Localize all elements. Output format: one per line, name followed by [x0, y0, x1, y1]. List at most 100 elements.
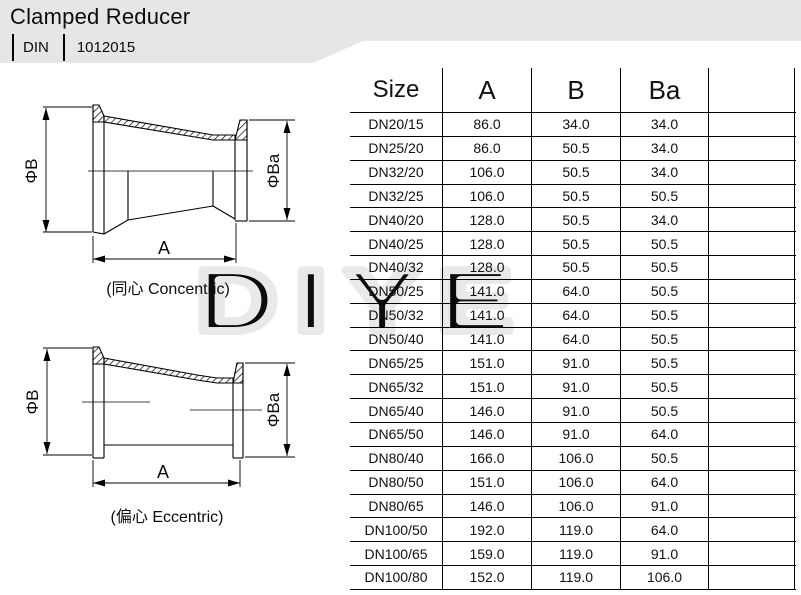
value-cell [708, 232, 795, 256]
flange-lip [232, 362, 244, 384]
value-cell: 50.5 [620, 327, 708, 351]
table-row: DN65/40 146.0 91.0 50.5 [350, 399, 796, 423]
size-cell: DN32/20 [368, 164, 424, 181]
page-title: Clamped Reducer [10, 4, 191, 29]
value-cell: 141.0 [442, 279, 531, 303]
value-cell: 128.0 [442, 208, 531, 232]
size-cell: DN32/25 [368, 187, 424, 204]
flange-lip [92, 104, 105, 123]
value-cell [708, 375, 795, 399]
value-cell: 106.0 [531, 446, 620, 470]
concentric-caption: (同心 Concentric) [106, 280, 230, 298]
value-cell: 64.0 [531, 279, 620, 303]
value-cell: 86.0 [442, 113, 531, 136]
value-cell: 50.5 [620, 303, 708, 327]
flange-lip [92, 346, 105, 365]
value-cell: 91.0 [620, 542, 708, 566]
value-cell: 152.0 [442, 566, 531, 589]
dim-label-b: ΦB [23, 390, 42, 415]
value-cell: 64.0 [620, 422, 708, 446]
value-cell: 50.5 [531, 256, 620, 279]
value-cell: 128.0 [442, 256, 531, 279]
dimension-ba [249, 119, 295, 222]
flange-lip [234, 119, 248, 141]
dimension-ba [245, 362, 295, 458]
eccentric-drawing: ΦB ΦBa A (偏心 Eccentric) [23, 346, 295, 526]
size-cell: DN80/65 [368, 497, 424, 514]
table-row: DN20/15 86.0 34.0 34.0 [350, 113, 796, 137]
value-cell: 106.0 [620, 566, 708, 589]
size-cell: DN65/25 [368, 354, 424, 371]
table-row: DN40/32 128.0 50.5 50.5 [350, 256, 796, 280]
concentric-drawing: ΦB ΦBa A (同心 Concentric) [22, 104, 295, 298]
value-cell: 141.0 [442, 327, 531, 351]
table-row: DN80/40 166.0 106.0 50.5 [350, 446, 796, 471]
size-cell: DN65/50 [368, 426, 424, 443]
table-row: DN50/32 141.0 64.0 50.5 [350, 303, 796, 328]
column-header-size: Size [372, 76, 420, 103]
technical-drawings: ΦB ΦBa A (同心 Concentric) [22, 104, 295, 526]
table-row: DN80/65 146.0 106.0 91.0 [350, 494, 796, 519]
value-cell [708, 208, 795, 232]
value-cell: 166.0 [442, 446, 531, 470]
table-row: DN50/40 141.0 64.0 50.5 [350, 327, 796, 352]
table-row: DN40/25 128.0 50.5 50.5 [350, 232, 796, 257]
value-cell [708, 327, 795, 351]
value-cell: 106.0 [442, 160, 531, 184]
value-cell: 146.0 [442, 422, 531, 446]
table-row: DN80/50 151.0 106.0 64.0 [350, 470, 796, 495]
table-row: DN100/65 159.0 119.0 91.0 [350, 542, 796, 567]
value-cell [708, 303, 795, 327]
standard-code: 1012015 [62, 33, 135, 61]
value-cell [708, 566, 795, 589]
table-row: DN100/80 152.0 119.0 106.0 [350, 566, 796, 590]
table-row: DN40/20 128.0 50.5 34.0 [350, 208, 796, 233]
value-cell: 50.5 [531, 160, 620, 184]
value-cell: 50.5 [620, 399, 708, 422]
value-cell: 146.0 [442, 494, 531, 518]
column-header-a: A [442, 68, 531, 112]
value-cell: 64.0 [531, 327, 620, 351]
value-cell: 50.5 [531, 136, 620, 160]
size-cell: DN50/40 [368, 331, 424, 348]
value-cell: 91.0 [620, 494, 708, 518]
size-cell: DN100/50 [364, 521, 428, 538]
dim-label-a: A [157, 462, 169, 482]
value-cell: 119.0 [531, 542, 620, 566]
value-cell: 34.0 [620, 136, 708, 160]
reducer-wall-section [103, 115, 236, 141]
value-cell: 106.0 [531, 470, 620, 494]
eccentric-caption: (偏心 Eccentric) [111, 508, 224, 526]
value-cell: 159.0 [442, 542, 531, 566]
dim-label-b: ΦB [22, 159, 41, 184]
table-row: DN25/20 86.0 50.5 34.0 [350, 136, 796, 161]
value-cell [708, 113, 795, 136]
value-cell: 91.0 [531, 375, 620, 399]
table-row: DN32/25 106.0 50.5 50.5 [350, 184, 796, 209]
value-cell: 34.0 [531, 113, 620, 136]
value-cell: 50.5 [531, 232, 620, 256]
size-cell: DN100/80 [364, 569, 428, 586]
value-cell: 50.5 [620, 446, 708, 470]
column-header-extra [708, 68, 795, 112]
size-cell: DN40/20 [368, 211, 424, 228]
value-cell: 34.0 [620, 113, 708, 136]
dimension-b [43, 347, 92, 456]
value-cell [708, 256, 795, 279]
value-cell [708, 351, 795, 375]
size-cell: DN80/40 [368, 450, 424, 467]
value-cell: 91.0 [531, 351, 620, 375]
table-header-row: Size A B Ba [350, 68, 796, 113]
size-cell: DN65/32 [368, 378, 424, 395]
size-cell: DN100/65 [364, 545, 428, 562]
table-row: DN50/25 141.0 64.0 50.5 [350, 279, 796, 304]
value-cell: 119.0 [531, 518, 620, 542]
value-cell: 34.0 [620, 160, 708, 184]
dimension-a [92, 223, 237, 263]
value-cell [708, 184, 795, 208]
value-cell: 64.0 [620, 518, 708, 542]
size-cell: DN20/15 [368, 116, 424, 133]
value-cell: 50.5 [531, 208, 620, 232]
value-cell [708, 470, 795, 494]
